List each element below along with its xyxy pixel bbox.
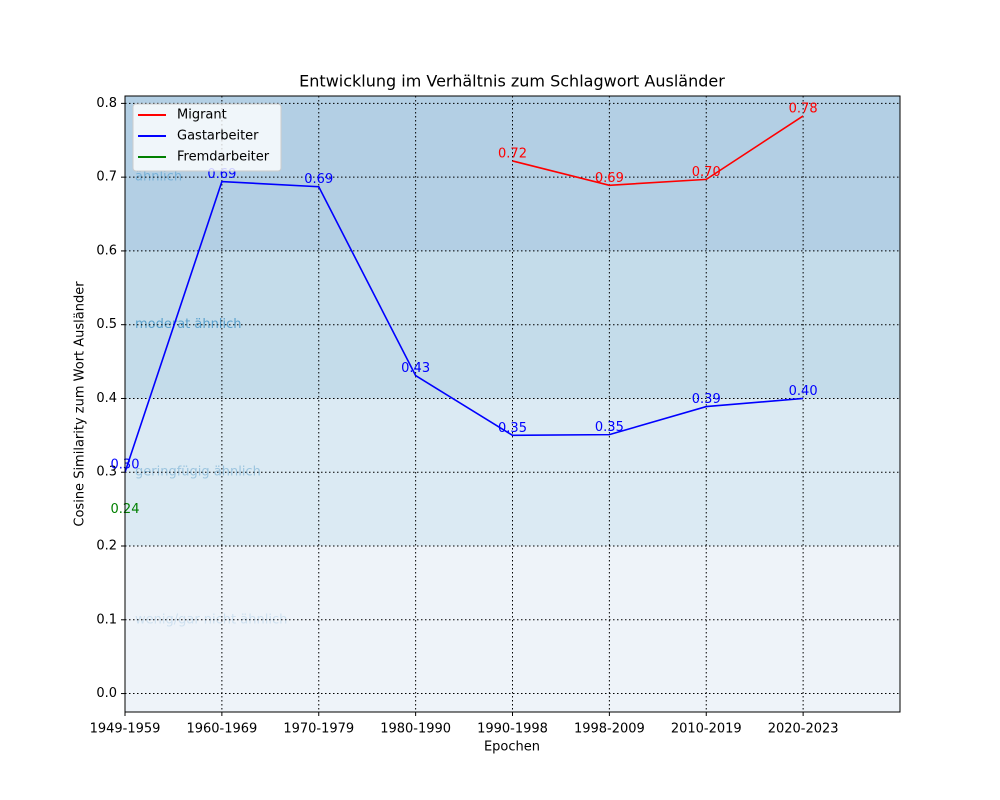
x-tick-label: 1990-1998 xyxy=(477,722,548,737)
series-line xyxy=(124,180,804,473)
y-tick-label: 0.4 xyxy=(96,391,117,406)
y-tick-label: 0.6 xyxy=(96,243,117,258)
legend-label: Migrant xyxy=(177,108,227,123)
band-label: ähnlich xyxy=(135,170,182,185)
x-axis-label: Epochen xyxy=(484,740,540,755)
y-tick-label: 0.0 xyxy=(96,686,117,701)
band-label: moderat ähnlich xyxy=(135,317,241,332)
x-tick-label: 1970-1979 xyxy=(283,722,354,737)
x-tick-label: 1980-1990 xyxy=(380,722,451,737)
y-tick-label: 0.3 xyxy=(96,465,117,480)
data-label: 0.72 xyxy=(498,146,527,161)
data-label: 0.39 xyxy=(692,392,721,407)
data-label: 0.35 xyxy=(595,420,624,435)
data-label: 0.70 xyxy=(692,165,721,180)
legend-label: Fremdarbeiter xyxy=(177,150,270,165)
y-tick-label: 0.1 xyxy=(96,612,117,627)
chart-title: Entwicklung im Verhältnis zum Schlagwort… xyxy=(299,72,725,91)
y-tick-label: 0.7 xyxy=(96,170,117,185)
legend-label: Gastarbeiter xyxy=(177,129,259,144)
data-label: 0.40 xyxy=(789,384,818,399)
data-label: 0.35 xyxy=(498,421,527,436)
data-label: 0.69 xyxy=(304,172,333,187)
x-tick-label: 1960-1969 xyxy=(186,722,257,737)
x-tick-label: 2010-2019 xyxy=(671,722,742,737)
band-label: wenig/gar nicht ähnlich xyxy=(135,612,287,627)
plot-frame xyxy=(124,95,901,713)
x-tick-label: 1998-2009 xyxy=(574,722,645,737)
y-axis-label: Cosine Similarity zum Wort Ausländer xyxy=(73,281,88,527)
legend-box xyxy=(132,103,282,172)
y-tick-label: 0.2 xyxy=(96,539,117,554)
x-tick-label: 1949-1959 xyxy=(90,722,161,737)
data-label: 0.78 xyxy=(789,101,818,116)
x-tick-label: 2020-2023 xyxy=(768,722,839,737)
series-line xyxy=(512,115,804,187)
data-label: 0.69 xyxy=(595,171,624,186)
y-tick-label: 0.5 xyxy=(96,317,117,332)
y-tick-label: 0.8 xyxy=(96,96,117,111)
data-label: 0.43 xyxy=(401,361,430,376)
